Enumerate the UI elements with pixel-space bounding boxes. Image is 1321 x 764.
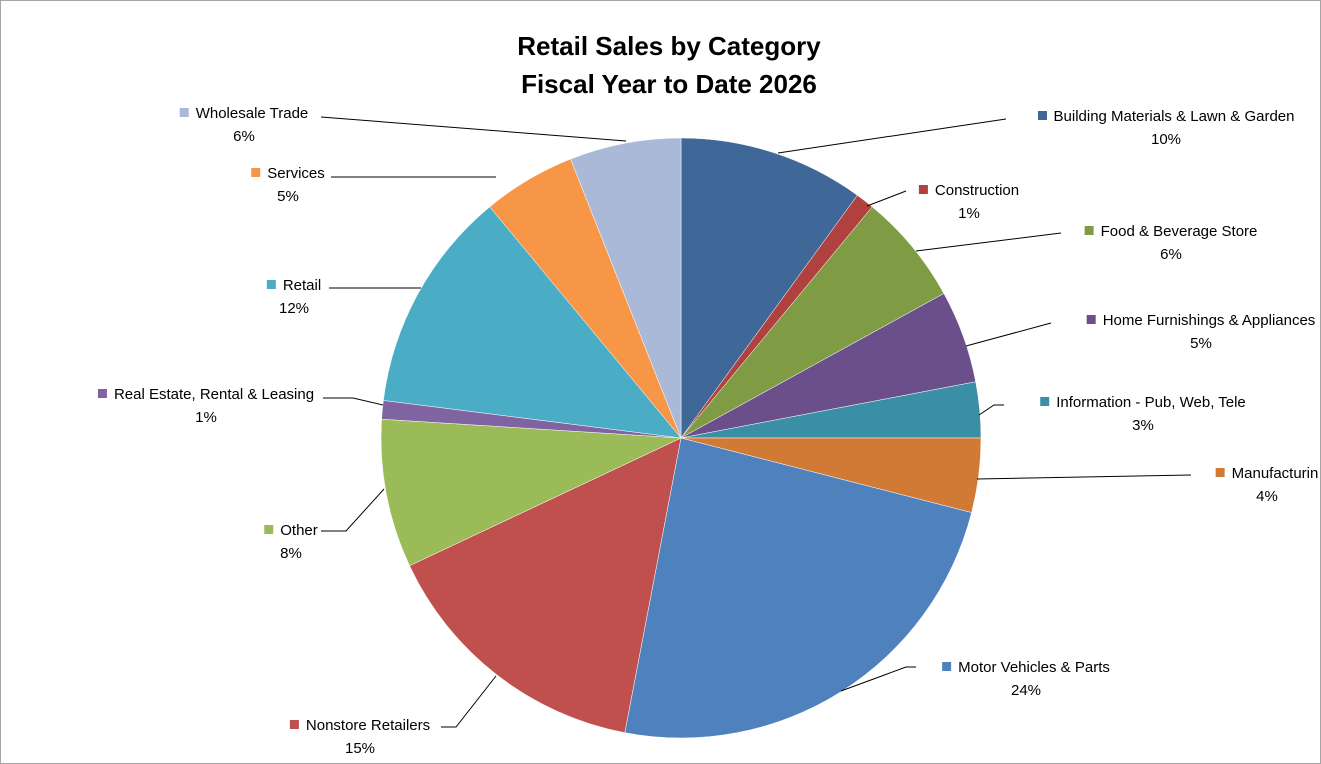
category-label: Food & Beverage Store — [1100, 223, 1258, 240]
legend-swatch — [1040, 397, 1050, 406]
category-label: Building Materials & Lawn & Garden — [1053, 108, 1295, 125]
value-label: 3% — [1132, 417, 1154, 434]
value-label: 12% — [278, 300, 310, 317]
category-label: Wholesale Trade — [195, 105, 309, 122]
leader-line — [978, 404, 1004, 416]
pie-slice — [383, 206, 682, 439]
legend-swatch — [97, 389, 107, 398]
pie-slice — [380, 418, 682, 567]
category-label: Manufacturin — [1231, 465, 1319, 482]
leader-line — [320, 116, 627, 142]
data-label: Information - Pub, Web, Tele 3% — [1040, 391, 1246, 437]
legend-swatch — [1086, 315, 1096, 324]
legend-swatch — [1037, 111, 1047, 120]
legend-swatch — [251, 168, 261, 177]
value-label: 5% — [1190, 335, 1212, 352]
leader-line — [915, 232, 1062, 252]
legend-swatch — [918, 185, 928, 194]
category-label: Information - Pub, Web, Tele — [1056, 394, 1246, 411]
pie-slice — [624, 437, 972, 739]
pie-slice — [570, 137, 682, 439]
value-label: 6% — [1160, 246, 1182, 263]
value-label: 24% — [1010, 682, 1042, 699]
data-label: Home Furnishings & Appliances 5% — [1086, 309, 1316, 355]
leader-line — [323, 397, 384, 406]
category-label: Construction — [934, 182, 1020, 199]
legend-swatch — [1215, 468, 1225, 477]
data-label: Other 8% — [264, 519, 318, 565]
category-label: Home Furnishings & Appliances — [1102, 312, 1316, 329]
value-label: 10% — [1150, 131, 1182, 148]
legend-swatch — [289, 720, 299, 729]
data-label: Building Materials & Lawn & Garden 10% — [1031, 105, 1301, 151]
leader-line — [866, 190, 907, 207]
value-label: 15% — [344, 740, 376, 757]
leader-line — [965, 322, 1052, 347]
data-label: Motor Vehicles & Parts 24% — [942, 656, 1110, 702]
legend-swatch — [942, 662, 952, 671]
category-label: Motor Vehicles & Parts — [958, 659, 1110, 676]
leader-line — [321, 488, 385, 532]
value-label: 1% — [195, 409, 217, 426]
pie-slice — [409, 437, 682, 733]
data-label: Nonstore Retailers 15% — [289, 714, 431, 760]
data-label: Retail 12% — [266, 274, 322, 320]
legend-swatch — [266, 280, 276, 289]
leader-line — [441, 675, 497, 728]
data-label: Manufacturin 4% — [1215, 462, 1319, 508]
data-label: Construction 1% — [918, 179, 1020, 225]
value-label: 8% — [280, 545, 302, 562]
legend-swatch — [264, 525, 274, 534]
data-label: Real Estate, Rental & Leasing 1% — [97, 383, 315, 429]
category-label: Real Estate, Rental & Leasing — [113, 386, 315, 403]
chart-subtitle: Fiscal Year to Date 2026 — [521, 69, 817, 99]
leader-line — [777, 118, 1007, 154]
data-label: Wholesale Trade 6% — [179, 102, 309, 148]
chart-title: Retail Sales by Category — [517, 31, 821, 61]
pie-slice — [680, 137, 858, 439]
category-label: Retail — [282, 277, 322, 294]
value-label: 6% — [233, 128, 255, 145]
leader-line — [976, 474, 1192, 480]
data-label: Services 5% — [251, 162, 325, 208]
data-label: Food & Beverage Store 6% — [1084, 220, 1258, 266]
category-label: Nonstore Retailers — [305, 717, 431, 734]
value-label: 5% — [277, 188, 299, 205]
category-label: Other — [280, 522, 318, 539]
value-label: 1% — [958, 205, 980, 222]
legend-swatch — [1084, 226, 1094, 235]
category-label: Services — [267, 165, 325, 182]
value-label: 4% — [1256, 488, 1278, 505]
legend-swatch — [179, 108, 189, 117]
leader-line — [840, 666, 916, 692]
